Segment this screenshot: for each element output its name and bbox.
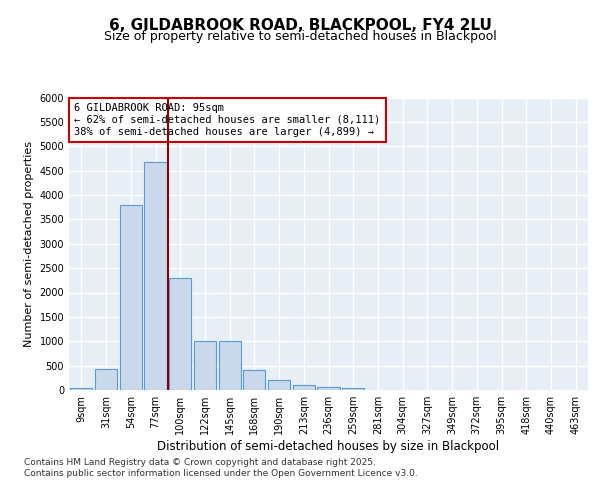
Text: 6, GILDABROOK ROAD, BLACKPOOL, FY4 2LU: 6, GILDABROOK ROAD, BLACKPOOL, FY4 2LU <box>109 18 491 32</box>
Y-axis label: Number of semi-detached properties: Number of semi-detached properties <box>24 141 34 347</box>
Bar <box>243 370 265 390</box>
Bar <box>218 341 241 390</box>
Bar <box>293 385 315 390</box>
Text: 6 GILDABROOK ROAD: 95sqm
← 62% of semi-detached houses are smaller (8,111)
38% o: 6 GILDABROOK ROAD: 95sqm ← 62% of semi-d… <box>74 104 380 136</box>
Bar <box>342 388 364 390</box>
Bar <box>70 388 92 390</box>
Text: Size of property relative to semi-detached houses in Blackpool: Size of property relative to semi-detach… <box>104 30 496 43</box>
Text: Contains HM Land Registry data © Crown copyright and database right 2025.: Contains HM Land Registry data © Crown c… <box>24 458 376 467</box>
Bar <box>194 341 216 390</box>
Bar <box>145 162 167 390</box>
Bar <box>119 205 142 390</box>
X-axis label: Distribution of semi-detached houses by size in Blackpool: Distribution of semi-detached houses by … <box>157 440 500 453</box>
Text: Contains public sector information licensed under the Open Government Licence v3: Contains public sector information licen… <box>24 470 418 478</box>
Bar <box>169 278 191 390</box>
Bar <box>95 368 117 390</box>
Bar <box>317 386 340 390</box>
Bar <box>268 380 290 390</box>
